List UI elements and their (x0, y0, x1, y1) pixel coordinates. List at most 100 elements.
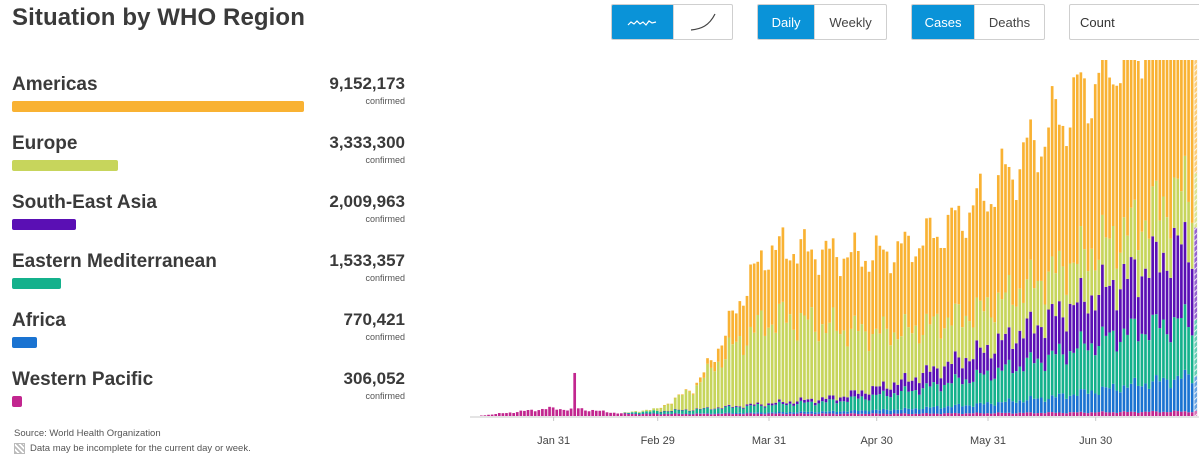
bar-segment (979, 300, 982, 348)
bar-segment (1151, 186, 1155, 237)
bar-segment (1061, 393, 1065, 413)
bar-segment (1072, 262, 1076, 306)
bar-segment (1079, 72, 1083, 227)
scale-select[interactable]: Count (1069, 4, 1199, 40)
bar-segment (1043, 338, 1047, 371)
bar-segment (1119, 341, 1122, 393)
bar-segment (810, 398, 813, 402)
bar-segment (774, 402, 778, 405)
bar-segment (856, 251, 860, 332)
cumulative-trend-button[interactable] (672, 5, 732, 39)
bar-segment (756, 412, 760, 414)
region-row[interactable]: Africa 770,421 confirmed (12, 310, 407, 369)
bar-segment (892, 382, 896, 394)
bar-segment (630, 413, 634, 416)
bar-segment (655, 413, 659, 414)
region-row[interactable]: Europe 3,333,300 confirmed (12, 133, 407, 192)
bar-segment (849, 390, 853, 397)
bar-segment (1040, 327, 1043, 363)
cases-button[interactable]: Cases (912, 5, 975, 39)
bar-segment (878, 394, 882, 411)
bar-segment (907, 381, 910, 392)
bar-segment (925, 413, 928, 416)
bar-segment (512, 413, 515, 416)
bar-segment (853, 390, 857, 397)
bar-segment (781, 227, 785, 302)
bar-segment (777, 399, 781, 402)
bar-segment (1115, 310, 1119, 352)
bar-segment (1061, 266, 1065, 318)
bar-segment (1129, 257, 1133, 319)
region-row[interactable]: Americas 9,152,173 confirmed (12, 74, 407, 133)
bar-segment (1054, 354, 1058, 398)
bar-segment (691, 394, 695, 411)
bar-segment (724, 413, 727, 416)
bar-segment (853, 410, 857, 414)
bar-segment (713, 361, 717, 372)
bar-segment (1057, 301, 1061, 344)
bar-segment (720, 413, 724, 416)
bar-segment (1093, 412, 1097, 416)
bar-segment (1136, 61, 1140, 251)
bar-segment (993, 322, 997, 354)
bar-segment (828, 413, 831, 416)
region-bar (12, 337, 37, 348)
bar-segment (831, 413, 835, 416)
bar-segment (986, 413, 989, 416)
weekly-button[interactable]: Weekly (814, 5, 886, 39)
bar-segment (655, 413, 659, 416)
bar-segment (637, 411, 641, 413)
daily-button[interactable]: Daily (758, 5, 815, 39)
bar-segment (795, 413, 799, 416)
bar-segment (824, 240, 828, 334)
bar-segment (1079, 331, 1083, 390)
bar-segment (788, 314, 792, 402)
region-row[interactable]: Western Pacific 306,052 confirmed (12, 369, 407, 428)
bar-segment (910, 262, 914, 334)
bar-segment (648, 411, 652, 414)
bar-segment (1144, 411, 1147, 416)
bar-segment (839, 411, 842, 414)
bar-segment (763, 270, 767, 336)
bar-segment (666, 403, 670, 405)
bar-segment (914, 413, 918, 416)
region-row[interactable]: South-East Asia 2,009,963 confirmed (12, 192, 407, 251)
bar-segment (1086, 313, 1090, 351)
bar-segment (483, 415, 487, 416)
bar-segment (1014, 306, 1018, 344)
bar-segment (1136, 250, 1140, 298)
bar-segment (882, 408, 885, 414)
trend-toggle (611, 4, 733, 40)
bar-segment (760, 405, 763, 413)
deaths-button[interactable]: Deaths (974, 5, 1044, 39)
bar-segment (1061, 354, 1065, 394)
bar-segment (648, 413, 652, 416)
bar-segment (1025, 357, 1029, 401)
bar-segment (806, 401, 810, 412)
bar-segment (760, 404, 763, 406)
bar-segment (1097, 259, 1101, 295)
bar-segment (795, 412, 799, 414)
bar-segment (742, 354, 745, 408)
bar-segment (935, 313, 939, 369)
bar-segment (939, 338, 943, 379)
bar-segment (645, 411, 648, 414)
bar-segment (1000, 299, 1004, 341)
bar-segment (856, 398, 860, 411)
bar-segment (1036, 325, 1040, 359)
bar-segment (1129, 207, 1133, 258)
bar-segment (839, 397, 842, 402)
bar-segment (1083, 78, 1086, 250)
x-tick-label: Apr 30 (860, 435, 892, 447)
bar-segment (598, 410, 602, 416)
bar-segment (1029, 395, 1032, 413)
bar-segment (1025, 318, 1029, 358)
bar-segment (752, 413, 756, 416)
bar-segment (856, 411, 860, 415)
bar-segment (925, 406, 928, 414)
bar-segment (925, 365, 928, 384)
bar-segment (652, 410, 656, 414)
region-row[interactable]: Eastern Mediterranean 1,533,357 confirmed (12, 251, 407, 310)
linear-trend-button[interactable] (612, 5, 673, 39)
bar-segment (946, 361, 950, 383)
